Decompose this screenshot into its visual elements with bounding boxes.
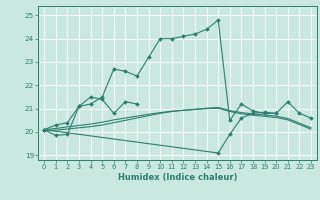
X-axis label: Humidex (Indice chaleur): Humidex (Indice chaleur) <box>118 173 237 182</box>
